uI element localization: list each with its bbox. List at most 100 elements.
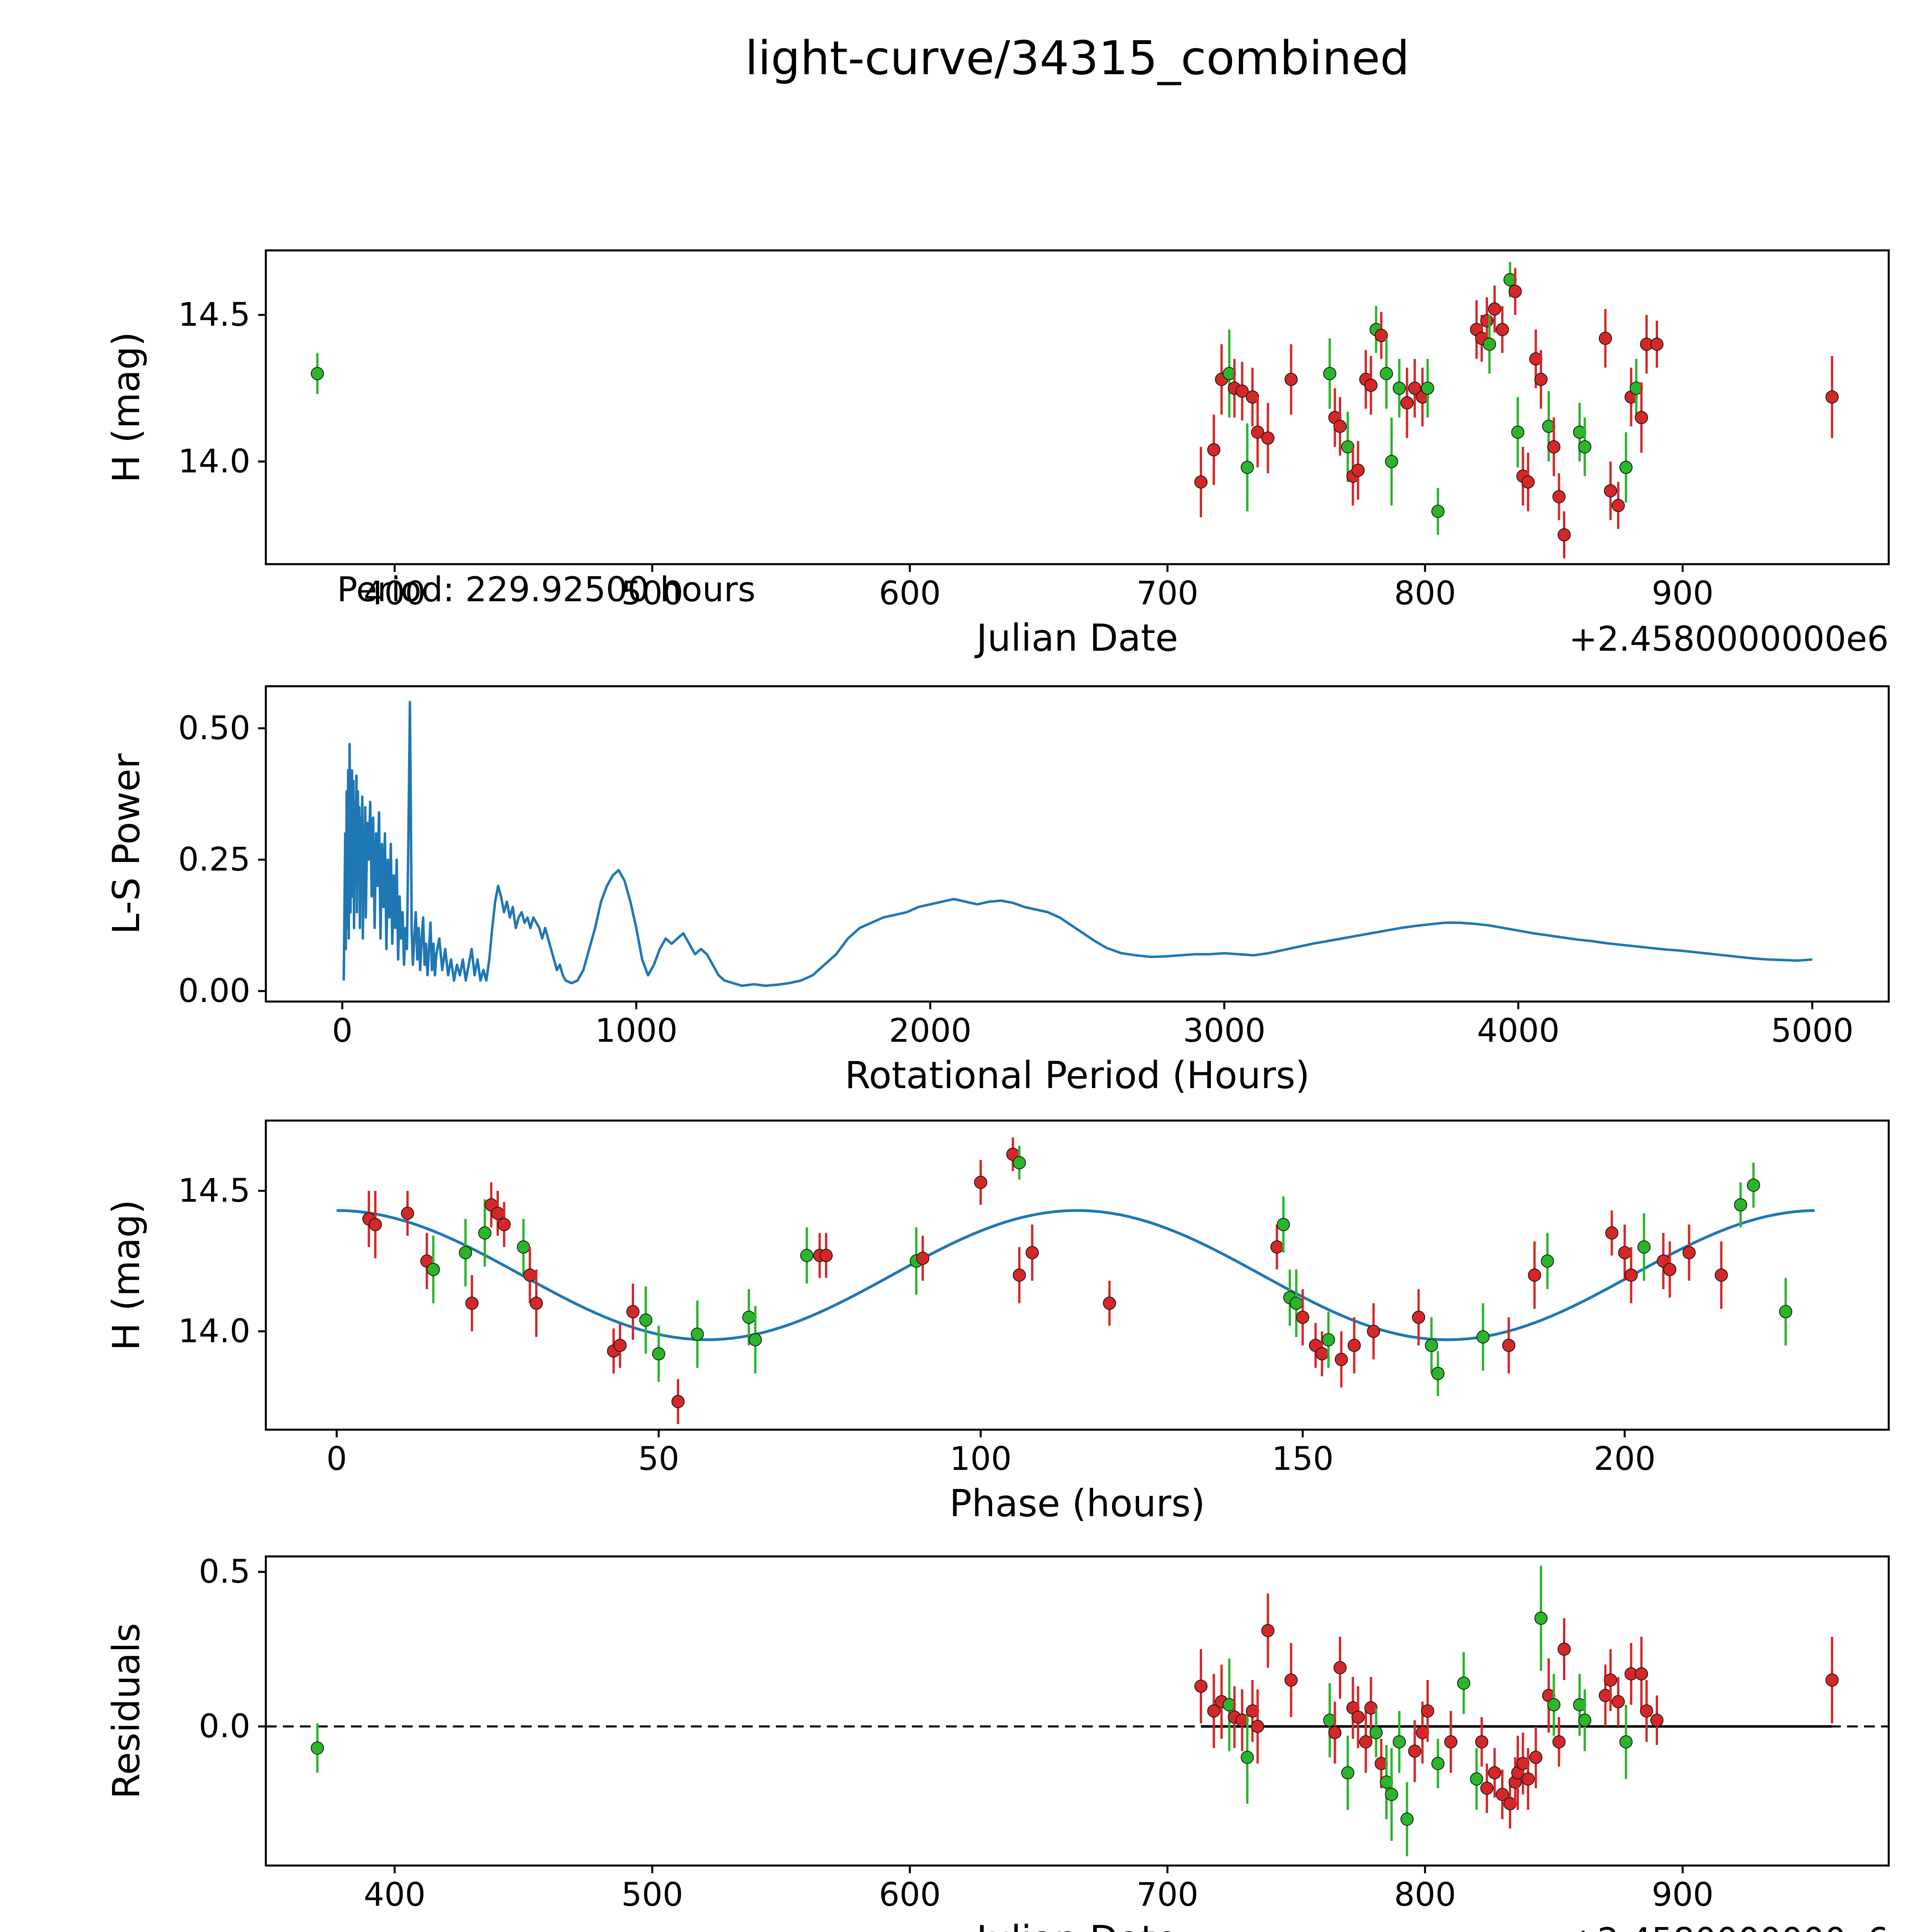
residuals-data-point: [1635, 1667, 1648, 1680]
residuals-xlabel: Julian Date: [975, 1918, 1178, 1932]
residuals-data-point: [1619, 1735, 1633, 1748]
phase-data-point: [1476, 1330, 1490, 1344]
lightcurve-data-point: [1400, 396, 1414, 410]
lightcurve-data-point: [1374, 329, 1388, 342]
residuals-xtick-label: 800: [1394, 1876, 1456, 1913]
phase-ytick-label: 14.0: [178, 1312, 250, 1350]
periodogram-xtick-label: 3000: [1183, 1012, 1266, 1049]
residuals-data-point: [1328, 1726, 1342, 1739]
lightcurve-data-point: [1599, 332, 1612, 345]
lightcurve-data-point: [1251, 425, 1264, 439]
phase-data-point: [465, 1296, 479, 1310]
lightcurve-data-point: [1351, 464, 1365, 477]
residuals-data-point: [1521, 1772, 1535, 1786]
lightcurve-data-point: [1604, 484, 1617, 498]
periodogram-xlabel: Rotational Period (Hours): [845, 1054, 1310, 1097]
periodogram-ytick-label: 0.25: [178, 840, 250, 878]
residuals-data-point: [1261, 1624, 1275, 1637]
phase-data-point: [1528, 1269, 1541, 1282]
lightcurve-data-point: [1825, 390, 1839, 404]
phase-xtick-label: 150: [1272, 1440, 1333, 1478]
lightcurve-data-point: [1284, 372, 1298, 386]
residuals-data-point: [1470, 1772, 1483, 1786]
residuals-data-point: [1547, 1698, 1561, 1711]
phase-ylabel: H (mag): [105, 1200, 148, 1351]
phase-xtick-label: 0: [327, 1440, 347, 1478]
residuals-data-point: [1496, 1788, 1509, 1801]
phase-data-point: [1277, 1218, 1290, 1231]
residuals-data-point: [1457, 1677, 1470, 1690]
residuals-xtick-label: 600: [879, 1876, 940, 1913]
residuals-data-point: [1251, 1720, 1264, 1733]
phase-data-point: [427, 1263, 440, 1276]
phase-data-point: [613, 1338, 627, 1352]
periodogram-xtick-label: 2000: [889, 1012, 972, 1049]
lightcurve-data-point: [1552, 490, 1566, 503]
phase-data-point: [800, 1249, 813, 1262]
periodogram-xtick-label: 1000: [595, 1012, 678, 1049]
periodogram-xtick-label: 0: [332, 1012, 352, 1049]
phase-data-point: [459, 1246, 472, 1259]
phase-data-point: [1624, 1269, 1638, 1282]
lightcurve-xtick-label: 400: [364, 574, 425, 612]
phase-data-point: [1315, 1347, 1329, 1361]
periodogram-ytick-label: 0.00: [178, 972, 250, 1010]
lightcurve-data-point: [1380, 367, 1393, 380]
phase-data-point: [1103, 1296, 1116, 1310]
lightcurve-data-point: [1511, 425, 1524, 439]
phase-data-point: [497, 1218, 511, 1231]
phase-data-point: [1431, 1367, 1445, 1380]
lightcurve-data-point: [1619, 461, 1633, 474]
residuals-data-point: [1612, 1695, 1625, 1708]
phase-data-point: [639, 1313, 653, 1327]
lightcurve-ylabel: H (mag): [105, 332, 148, 483]
residuals-data-point: [1558, 1643, 1571, 1656]
phase-data-point: [1026, 1246, 1039, 1259]
lightcurve-data-point: [1241, 461, 1254, 474]
residuals-data-point: [1480, 1782, 1493, 1795]
lightcurve-data-point: [1635, 411, 1648, 424]
lightcurve-ytick-label: 14.0: [178, 442, 250, 480]
lightcurve-data-point: [1207, 443, 1221, 457]
lightcurve-xtick-label: 500: [621, 574, 683, 612]
phase-data-point: [1637, 1240, 1651, 1254]
residuals-data-point: [1369, 1726, 1383, 1739]
residuals-data-point: [1431, 1757, 1445, 1770]
phase-ytick-label: 14.5: [178, 1172, 250, 1209]
residuals-data-point: [1444, 1735, 1458, 1748]
periodogram-frame: [265, 685, 1890, 1003]
phase-data-point: [1296, 1311, 1310, 1324]
lightcurve-ytick-label: 14.5: [178, 296, 250, 333]
residuals-data-point: [1578, 1714, 1592, 1727]
residuals-data-point: [1475, 1735, 1488, 1748]
phase-data-point: [1605, 1226, 1619, 1240]
phase-data-point: [478, 1226, 492, 1240]
lightcurve-data-point: [1235, 384, 1249, 398]
phase-data-point: [1013, 1156, 1026, 1170]
residuals-data-point: [1385, 1788, 1398, 1801]
residuals-ytick-label: 0.5: [199, 1553, 250, 1590]
lightcurve-axis-offset: +2.4580000000e6: [1569, 619, 1889, 659]
phase-data-point: [401, 1207, 414, 1220]
residuals-data-point: [1341, 1766, 1354, 1779]
lightcurve-data-point: [1421, 381, 1434, 395]
phase-data-point: [1663, 1263, 1677, 1276]
residuals-data-point: [1421, 1704, 1434, 1718]
lightcurve-data-point: [1393, 381, 1406, 395]
residuals-data-point: [1393, 1735, 1406, 1748]
phase-data-point: [1013, 1269, 1026, 1282]
phase-data-point: [1347, 1338, 1361, 1352]
lightcurve-data-point: [311, 367, 324, 380]
residuals-data-point: [1241, 1751, 1254, 1764]
panel-phase: 0 50 100 150 200 14.0 14.5: [178, 1119, 1890, 1478]
phase-data-point: [1734, 1198, 1747, 1212]
phase-data-point: [1335, 1353, 1348, 1366]
residuals-data-point: [1351, 1711, 1365, 1724]
lightcurve-data-point: [1480, 314, 1493, 328]
lightcurve-data-point: [1483, 337, 1496, 351]
phase-data-point: [1270, 1240, 1284, 1254]
lightcurve-data-point: [1194, 475, 1208, 489]
residuals-ytick-label: 0.0: [199, 1707, 250, 1745]
lightcurve-data-point: [1364, 379, 1378, 392]
lightcurve-data-point: [1333, 420, 1347, 433]
